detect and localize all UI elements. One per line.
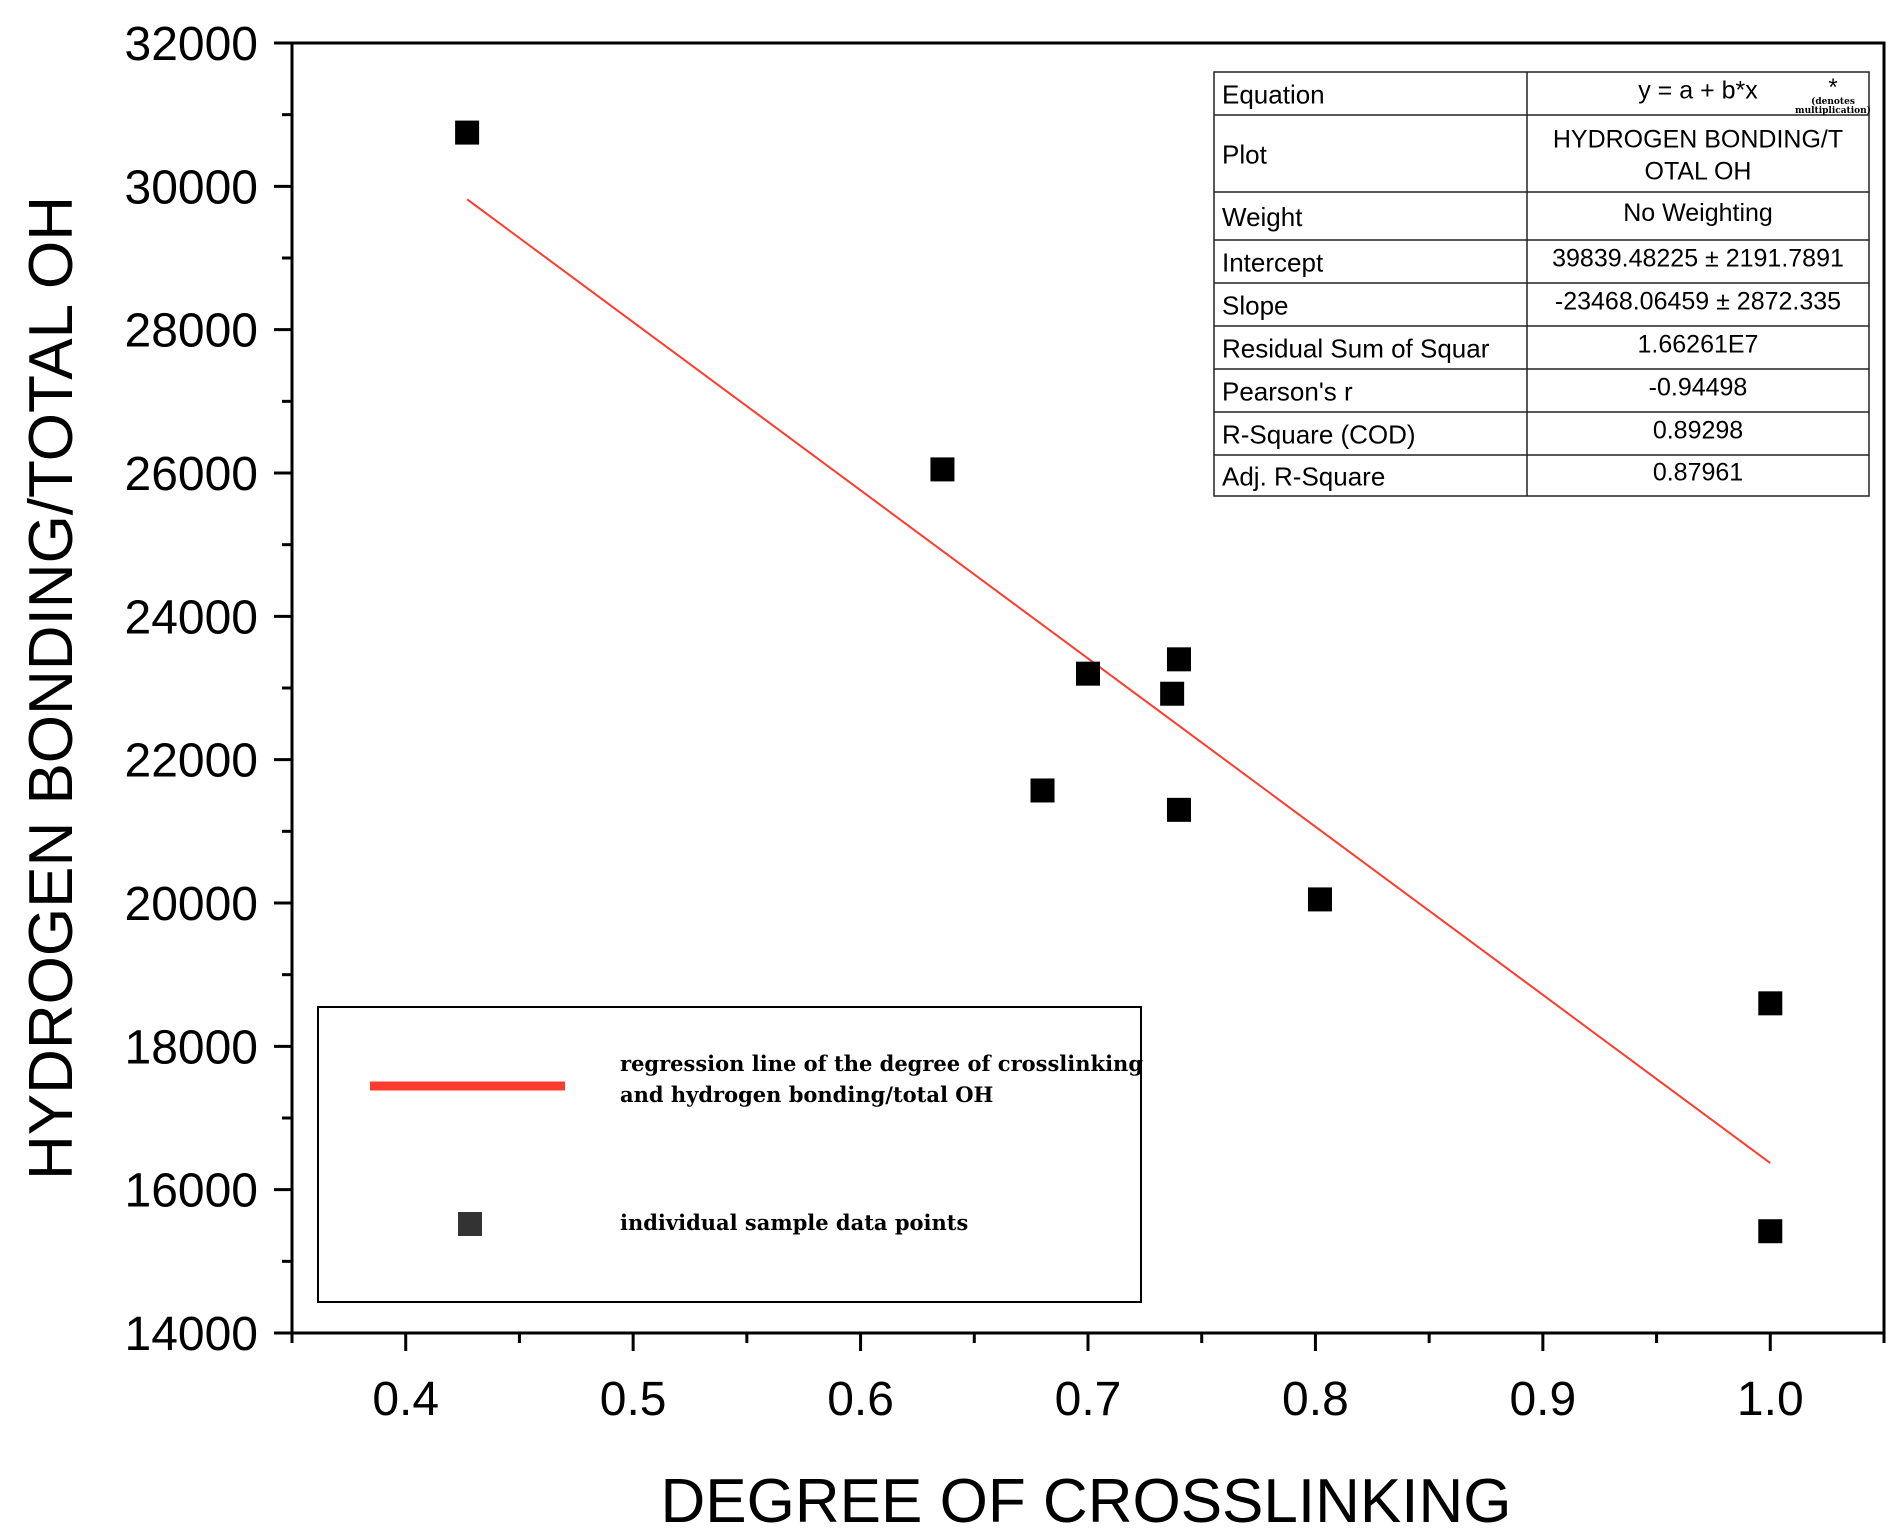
stats-label-8: Adj. R-Square [1222, 462, 1385, 492]
data-point-6 [1166, 797, 1191, 822]
x-tick-label-6: 1.0 [1737, 1373, 1804, 1426]
y-tick-label-9: 32000 [125, 18, 258, 71]
x-tick-label-4: 0.8 [1282, 1373, 1349, 1426]
y-tick-label-1: 16000 [125, 1165, 258, 1218]
legend: regression line of the degree of crossli… [317, 1006, 1143, 1303]
legend-regression-label-line2: and hydrogen bonding/total OH [620, 1082, 993, 1107]
y-tick-label-2: 18000 [125, 1021, 258, 1074]
x-axis-title: DEGREE OF CROSSLINKING [661, 1467, 1512, 1528]
data-point-3 [1076, 661, 1100, 686]
stats-label-5: Residual Sum of Squar [1222, 334, 1490, 364]
data-point-4 [1160, 681, 1185, 706]
stats-label-7: R-Square (COD) [1222, 420, 1416, 450]
stats-table: Equation y = a + b*x *(denotesmultiplicati… [1213, 71, 1871, 497]
stats-value-7: 0.89298 [1653, 417, 1743, 445]
stats-equation-note-line1: (denotes [1811, 96, 1855, 107]
legend-points-label: individual sample data points [620, 1210, 968, 1235]
data-point-7 [1307, 887, 1332, 912]
stats-label-2: Weight [1222, 202, 1303, 232]
y-axis-title: HYDROGEN BONDING/TOTAL OH [17, 196, 86, 1180]
stats-label-3: Intercept [1222, 248, 1324, 278]
data-point-9 [1758, 1219, 1783, 1244]
y-tick-label-6: 26000 [125, 448, 258, 501]
stats-value-4: -23468.06459 ± 2872.335 [1555, 288, 1841, 316]
regression-line [466, 198, 1771, 1164]
data-point-8 [1758, 991, 1783, 1016]
stats-table-frame [1213, 71, 1870, 497]
data-points [455, 120, 1783, 1244]
x-tick-label-0: 0.4 [372, 1373, 439, 1426]
legend-regression-label-line1: regression line of the degree of crossli… [620, 1051, 1143, 1076]
stats-equation-note-line2: multiplication) [1795, 105, 1871, 116]
y-tick-label-4: 22000 [125, 735, 258, 788]
y-tick-label-8: 30000 [125, 161, 258, 214]
stats-equation-star: * [1828, 74, 1837, 101]
x-tick-label-1: 0.5 [600, 1373, 667, 1426]
stats-label-6: Pearson's r [1222, 377, 1353, 407]
y-tick-label-7: 28000 [125, 305, 258, 358]
x-tick-label-5: 0.9 [1509, 1373, 1576, 1426]
stats-label-1: Plot [1222, 140, 1268, 170]
legend-points-swatch [458, 1212, 482, 1236]
x-tick-label-2: 0.6 [827, 1373, 894, 1426]
data-point-2 [1030, 778, 1055, 803]
data-point-0 [455, 120, 480, 145]
stats-value-1-line2: OTAL OH [1645, 158, 1752, 186]
stats-value-8: 0.87961 [1653, 459, 1743, 487]
y-tick-label-0: 14000 [125, 1308, 258, 1361]
stats-value-0: y = a + b*x [1638, 77, 1758, 105]
stats-value-5: 1.66261E7 [1638, 331, 1759, 359]
stats-value-3: 39839.48225 ± 2191.7891 [1552, 245, 1844, 273]
x-axis: 0.4 0.5 0.6 0.7 0.8 0.9 1.0 [290, 1333, 1886, 1426]
stats-value-2: No Weighting [1623, 199, 1773, 227]
data-point-5 [1166, 647, 1191, 672]
data-point-1 [930, 457, 955, 482]
y-tick-label-5: 24000 [125, 591, 258, 644]
stats-label-0: Equation [1222, 80, 1325, 110]
stats-value-1-line1: HYDROGEN BONDING/T [1553, 126, 1843, 154]
y-axis: 14000 16000 18000 20000 22000 24000 26000 28000… [125, 18, 292, 1361]
legend-box [317, 1006, 1142, 1303]
x-tick-label-3: 0.7 [1055, 1373, 1122, 1426]
y-tick-label-3: 20000 [125, 878, 258, 931]
stats-value-6: -0.94498 [1649, 374, 1748, 402]
stats-label-4: Slope [1222, 291, 1289, 321]
